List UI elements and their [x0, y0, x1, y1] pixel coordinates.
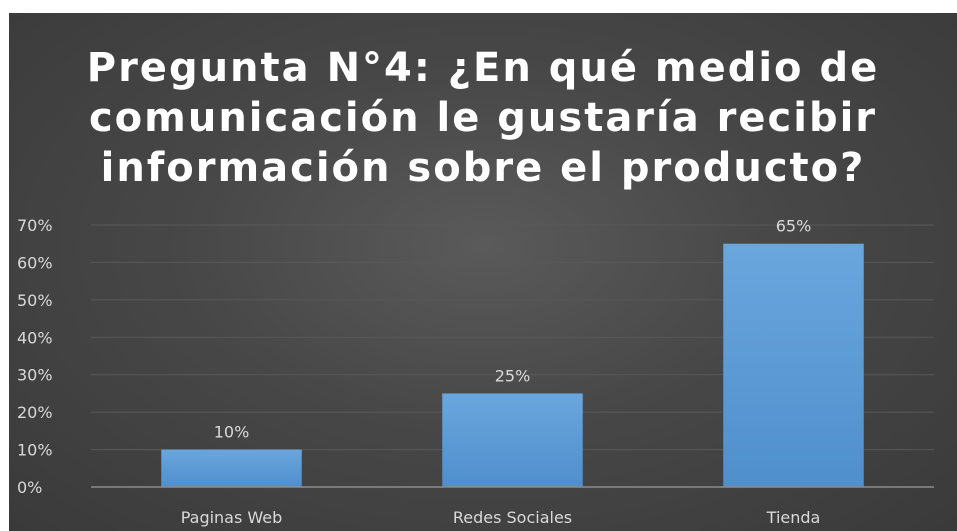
- y-tick-label: 20%: [17, 403, 53, 422]
- data-label: 65%: [776, 217, 812, 236]
- bar-redes-sociales: [442, 393, 583, 487]
- chart-title-line-1: Pregunta N°4: ¿En qué medio de: [86, 45, 880, 91]
- y-tick-label: 60%: [17, 253, 53, 272]
- data-label: 10%: [214, 423, 250, 442]
- axes: 0% 10% 20% 30% 40% 50% 60% 70% Paginas Web Redes …: [17, 216, 934, 527]
- chart-title: Pregunta N°4: ¿En qué medio de comunicac…: [9, 43, 957, 193]
- bar-paginas-web: [161, 449, 302, 487]
- y-tick-label: 40%: [17, 328, 53, 347]
- y-tick-label: 30%: [17, 366, 53, 385]
- y-tick-label: 0%: [17, 478, 42, 497]
- y-tick-label: 10%: [17, 441, 53, 460]
- chart-frame: Pregunta N°4: ¿En qué medio de comunicac…: [9, 13, 957, 531]
- x-category-label: Redes Sociales: [453, 508, 572, 527]
- bar-chart-plot: 10% 25% 65% 0% 10% 20% 30% 40% 50% 60% 70% Paginas…: [17, 216, 934, 527]
- x-category-label: Paginas Web: [181, 508, 283, 527]
- bar-tienda: [723, 243, 864, 487]
- y-tick-label: 70%: [17, 216, 53, 235]
- bars: 10% 25% 65%: [161, 217, 864, 487]
- chart-title-line-2: comunicación le gustaría recibir: [88, 95, 878, 141]
- x-category-label: Tienda: [766, 508, 821, 527]
- data-label: 25%: [495, 366, 531, 385]
- y-tick-label: 50%: [17, 291, 53, 310]
- chart-title-line-3: información sobre el producto?: [100, 145, 866, 191]
